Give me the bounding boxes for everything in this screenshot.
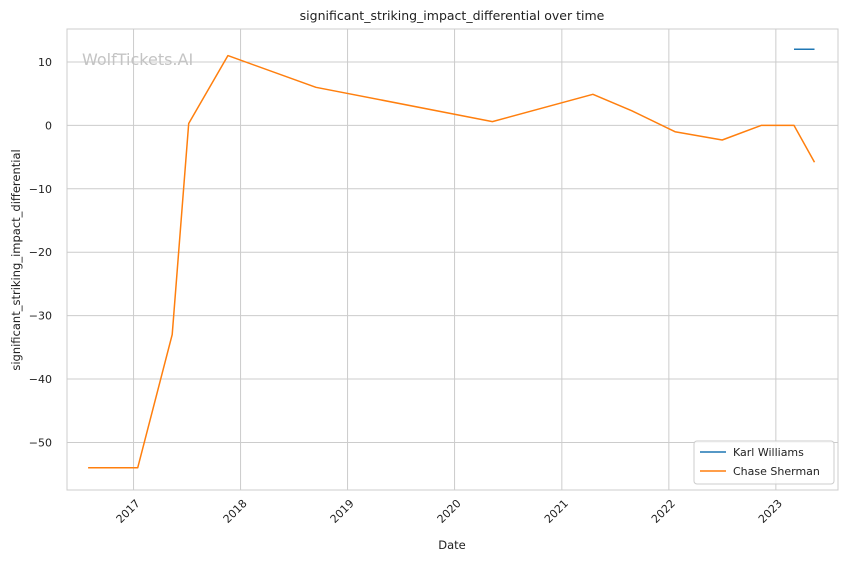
legend-label-chase-sherman: Chase Sherman [733,465,820,478]
x-axis-label: Date [438,538,466,552]
grid [67,29,838,490]
series-line-chase-sherman [88,54,816,469]
y-axis-label: significant_striking_impact_differential [9,149,23,370]
y-tick-label: −30 [29,310,52,323]
y-tick-label: −20 [29,246,52,259]
legend-box [693,440,835,485]
y-tick-label: −10 [29,183,52,196]
y-tick-label: 10 [38,56,52,69]
y-tick-label: 0 [45,119,52,132]
series-layer [88,48,816,469]
chart-title: significant_striking_impact_differential… [300,8,605,23]
legend: Karl Williams Chase Sherman [693,440,835,485]
legend-label-karl-williams: Karl Williams [733,446,804,459]
y-tick-label: −40 [29,373,52,386]
plot-frame [66,28,839,491]
watermark: WolfTickets.AI [82,50,193,69]
y-tick-label: −50 [29,436,52,449]
